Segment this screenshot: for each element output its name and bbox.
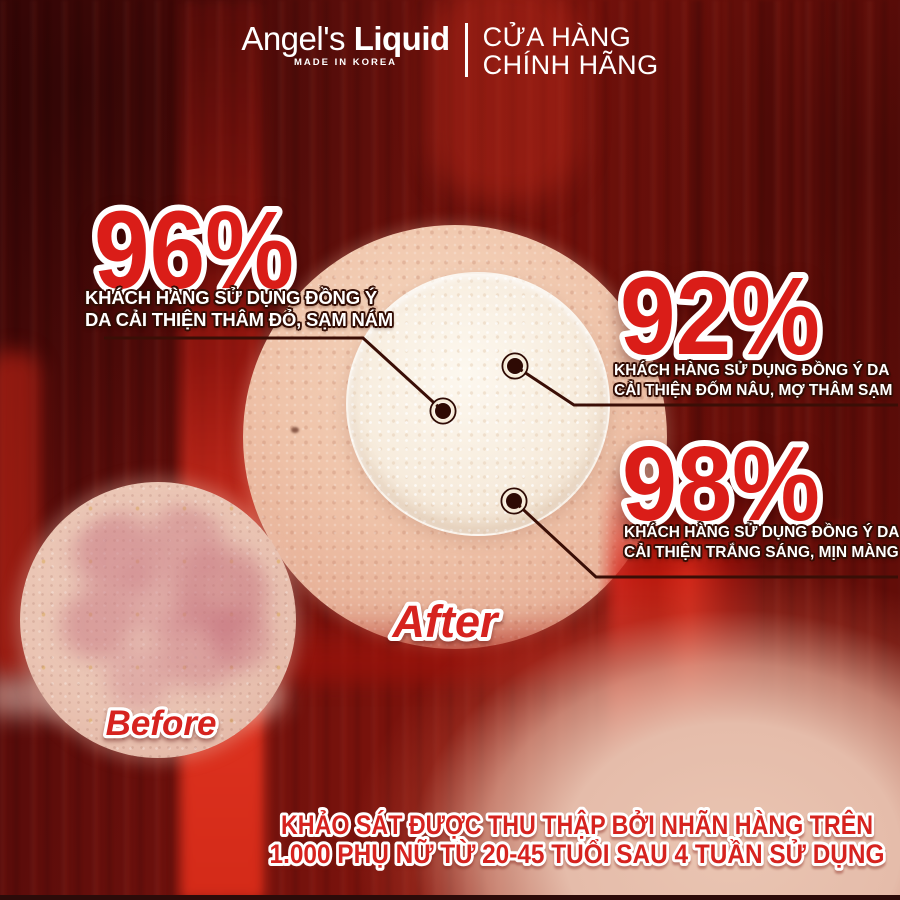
stat-92-value: 92% bbox=[620, 264, 820, 364]
stat-92-caption-line1: KHÁCH HÀNG SỬ DỤNG ĐỒNG Ý DA bbox=[614, 362, 890, 379]
stat-98-number: 98% bbox=[616, 432, 826, 530]
before-label-text: Before bbox=[106, 704, 217, 743]
after-label-text: After bbox=[391, 596, 499, 647]
after-label: After bbox=[387, 592, 503, 651]
stat-98-caption: KHÁCH HÀNG SỬ DỤNG ĐỒNG Ý DA CẢI THIỆN T… bbox=[624, 523, 900, 562]
official-store-label: CỬA HÀNG CHÍNH HÃNG bbox=[483, 23, 659, 80]
stat-92-caption: KHÁCH HÀNG SỬ DỤNG ĐỒNG Ý DA CẢI THIỆN Đ… bbox=[614, 361, 892, 400]
made-in-korea-label: MADE IN KOREA bbox=[293, 57, 398, 68]
stat-98-value: 98% bbox=[622, 432, 820, 530]
bottom-edge-bar bbox=[0, 895, 900, 900]
stat-96-number: 96% bbox=[88, 198, 300, 298]
stat-96-caption: KHÁCH HÀNG SỬ DỤNG ĐỒNG Ý DA CẢI THIỆN T… bbox=[85, 287, 393, 331]
before-label: Before bbox=[102, 701, 219, 747]
brand-name: Angel's Liquid bbox=[241, 20, 450, 57]
store-line-1: CỬA HÀNG bbox=[482, 22, 632, 52]
stat-92-caption-line2: CẢI THIỆN ĐỐM NÂU, MỢ THÂM SẠM bbox=[614, 381, 893, 399]
header-divider bbox=[464, 23, 468, 77]
survey-note: KHẢO SÁT ĐƯỢC THU THẬP BỞI NHÃN HÀNG TRÊ… bbox=[267, 807, 888, 872]
stat-96-caption-line2: DA CẢI THIỆN THÂM ĐỎ, SẠM NÁM bbox=[85, 309, 393, 330]
before-photo bbox=[20, 482, 296, 758]
brand-header: Angel's Liquid MADE IN KOREA CỬA HÀNG CH… bbox=[0, 22, 900, 80]
survey-note-line1: KHẢO SÁT ĐƯỢC THU THẬP BỞI NHÃN HÀNG TRÊ… bbox=[281, 810, 873, 840]
stat-98-caption-line1: KHÁCH HÀNG SỬ DỤNG ĐỒNG Ý DA bbox=[624, 524, 900, 541]
stat-92-number: 92% bbox=[614, 264, 826, 364]
brand-logo: Angel's Liquid MADE IN KOREA bbox=[241, 20, 450, 68]
store-line-2: CHÍNH HÃNG bbox=[482, 50, 659, 81]
survey-note-line2: 1.000 PHỤ NỮ TỪ 20-45 TUỔI SAU 4 TUẦN SỬ… bbox=[270, 839, 885, 869]
stat-96-caption-line1: KHÁCH HÀNG SỬ DỤNG ĐỒNG Ý bbox=[85, 287, 377, 308]
brand-name-first: Angel's bbox=[241, 20, 354, 57]
brand-name-second: Liquid bbox=[353, 20, 450, 57]
stat-96-value: 96% bbox=[94, 198, 294, 298]
skin-mole bbox=[291, 427, 299, 433]
stat-98-caption-line2: CẢI THIỆN TRẮNG SÁNG, MỊN MÀNG bbox=[624, 543, 899, 561]
skin-blemishes bbox=[39, 501, 277, 739]
